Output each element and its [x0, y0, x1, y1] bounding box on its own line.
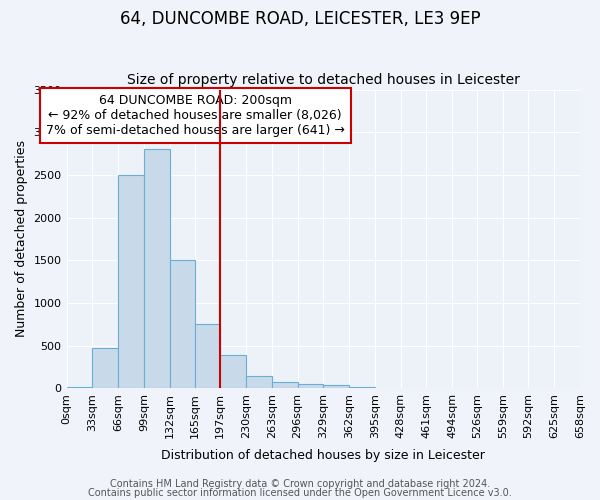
Y-axis label: Number of detached properties: Number of detached properties	[15, 140, 28, 338]
Bar	[246, 376, 272, 388]
Text: 64 DUNCOMBE ROAD: 200sqm
← 92% of detached houses are smaller (8,026)
7% of semi: 64 DUNCOMBE ROAD: 200sqm ← 92% of detach…	[46, 94, 345, 137]
Bar	[118, 175, 144, 388]
Bar	[144, 150, 170, 388]
Bar	[323, 386, 349, 388]
Bar	[92, 348, 118, 389]
Text: 64, DUNCOMBE ROAD, LEICESTER, LE3 9EP: 64, DUNCOMBE ROAD, LEICESTER, LE3 9EP	[119, 10, 481, 28]
Bar	[195, 324, 220, 388]
Title: Size of property relative to detached houses in Leicester: Size of property relative to detached ho…	[127, 73, 520, 87]
Bar	[67, 386, 92, 388]
Bar	[349, 386, 375, 388]
Bar	[272, 382, 298, 388]
Text: Contains public sector information licensed under the Open Government Licence v3: Contains public sector information licen…	[88, 488, 512, 498]
Bar	[220, 355, 246, 388]
Text: Contains HM Land Registry data © Crown copyright and database right 2024.: Contains HM Land Registry data © Crown c…	[110, 479, 490, 489]
Bar	[298, 384, 323, 388]
X-axis label: Distribution of detached houses by size in Leicester: Distribution of detached houses by size …	[161, 450, 485, 462]
Bar	[170, 260, 195, 388]
